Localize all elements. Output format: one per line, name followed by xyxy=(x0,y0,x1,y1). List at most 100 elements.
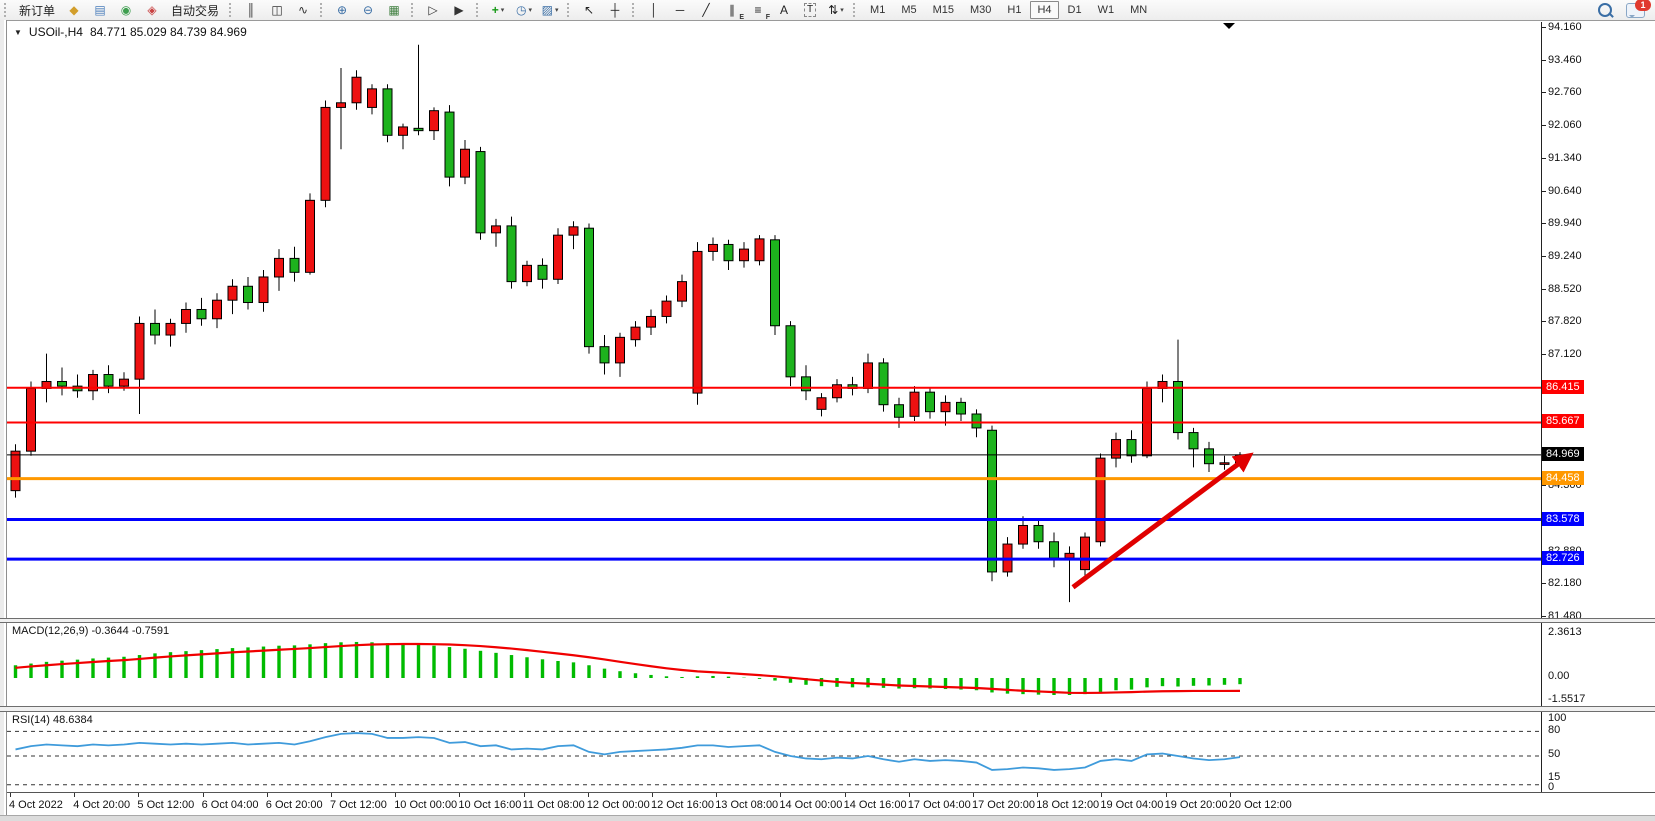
rsi-panel-canvas[interactable] xyxy=(7,711,1541,792)
zoom-in-icon[interactable]: ⊕ xyxy=(330,0,354,20)
price-tick-label: 87.820 xyxy=(1541,315,1582,328)
time-axis[interactable]: 4 Oct 2022 4 Oct 20:00 5 Oct 12:00 6 Oct 04… xyxy=(7,792,1655,816)
dropdown-caret-icon[interactable]: ▾ xyxy=(554,7,559,14)
timeframe-button-w1[interactable]: W1 xyxy=(1097,4,1115,16)
candle-body xyxy=(491,225,501,234)
candle-body xyxy=(88,374,98,392)
candle-body xyxy=(987,429,997,573)
line-chart-icon[interactable]: ∿ xyxy=(291,0,315,20)
timeframe-button-m30[interactable]: M30 xyxy=(970,4,992,16)
timeframe-button-m15[interactable]: M15 xyxy=(932,4,954,16)
toolbar-group: ▷ ▶ xyxy=(420,0,472,20)
arrows-icon[interactable]: ⇅ ▾ xyxy=(824,0,848,20)
candle-body xyxy=(336,102,346,108)
candle-body xyxy=(909,391,920,417)
time-label: 12 Oct 00:00 xyxy=(586,799,650,811)
new-order-button[interactable]: 新订单 xyxy=(19,3,56,18)
time-label: 10 Oct 00:00 xyxy=(394,799,458,811)
timeframe-button-h4[interactable]: H4 xyxy=(1030,1,1059,19)
timeframe-button-mn[interactable]: MN xyxy=(1130,4,1148,16)
crosshair-icon[interactable]: ┼ xyxy=(603,0,627,20)
toolbar-grip xyxy=(567,3,573,17)
candle-body xyxy=(599,346,610,364)
time-label: 18 Oct 12:00 xyxy=(1036,799,1100,811)
equidistant-channel-icon[interactable]: ∥ E xyxy=(729,3,745,21)
toolbar-group: ║ ◫ ∿ xyxy=(238,0,316,20)
candle-body xyxy=(630,326,641,341)
vertical-line-icon[interactable]: │ xyxy=(642,0,666,20)
timeframe-button-m5[interactable]: M5 xyxy=(901,4,917,16)
price-tick-label: 91.340 xyxy=(1541,151,1582,164)
time-label: 4 Oct 2022 xyxy=(9,799,63,811)
toolbar-grip xyxy=(411,3,417,17)
dropdown-caret-icon[interactable]: ▾ xyxy=(528,7,533,14)
search-icon[interactable] xyxy=(1598,3,1612,17)
terminal-window-icon[interactable]: ▤ xyxy=(88,0,112,20)
candle-body xyxy=(522,264,532,283)
chart-profiles-icon[interactable]: ◆ xyxy=(62,0,86,20)
time-label: 13 Oct 08:00 xyxy=(715,799,779,811)
timeframe-button-d1[interactable]: D1 xyxy=(1067,4,1082,16)
candle-body xyxy=(413,127,424,132)
macd-panel-canvas[interactable] xyxy=(7,622,1541,706)
tile-windows-icon[interactable]: ▦ xyxy=(382,0,406,20)
time-tick xyxy=(844,793,846,797)
price-chart-canvas[interactable] xyxy=(7,22,1541,618)
zoom-out-icon[interactable]: ⊖ xyxy=(356,0,380,20)
auto-trading-button[interactable]: 自动交易 xyxy=(171,3,220,18)
candle-body xyxy=(1033,524,1044,543)
period-clock-icon[interactable]: ◷ ▾ xyxy=(512,0,536,20)
text-icon[interactable]: A xyxy=(772,0,796,20)
ohlc-readout: 84.771 85.029 84.739 84.969 xyxy=(89,25,247,39)
candle-body xyxy=(584,227,594,348)
expert-advisor-icon[interactable]: ◈ xyxy=(140,0,164,20)
text-label-icon: T xyxy=(803,3,817,17)
fibonacci-icon: ≡ xyxy=(754,3,762,17)
signals-icon[interactable]: ◉ xyxy=(114,0,138,20)
text-label-icon[interactable]: T xyxy=(798,0,822,20)
candle-body xyxy=(196,308,207,320)
candlestick-chart-icon[interactable]: ◫ xyxy=(265,0,289,20)
chart-shift-icon[interactable]: ▷ xyxy=(421,0,445,20)
template-icon[interactable]: ▨ ▾ xyxy=(538,0,562,20)
toolbar-grip xyxy=(632,3,638,17)
candle-body xyxy=(677,281,687,302)
terminal-window-icon: ▤ xyxy=(94,3,106,17)
candle-body xyxy=(305,199,315,273)
notifications-icon[interactable]: 1 xyxy=(1626,0,1651,18)
price-tick-label: 82.180 xyxy=(1541,577,1582,590)
toolbar-grip xyxy=(320,3,326,17)
cursor-icon[interactable]: ↖ xyxy=(577,0,601,20)
candle-body xyxy=(351,76,362,104)
panel-splitter[interactable] xyxy=(0,618,1655,623)
trend-arrow[interactable] xyxy=(1071,452,1254,590)
rsi-line xyxy=(15,732,1241,771)
macd-signal-line xyxy=(15,642,1241,695)
add-indicator-icon[interactable]: + ▾ xyxy=(486,0,510,20)
trendline-icon[interactable]: ╱ xyxy=(694,0,718,20)
panel-splitter[interactable] xyxy=(0,706,1655,712)
horizontal-line-icon[interactable]: ─ xyxy=(668,0,692,20)
rsi-scale-label: 100 xyxy=(1548,712,1567,724)
fibonacci-icon[interactable]: ≡ F xyxy=(754,3,771,21)
candle-body xyxy=(1080,536,1090,571)
symbol-dropdown-icon[interactable]: ▼ xyxy=(14,27,22,37)
toolbar-right: 1 xyxy=(1598,0,1651,18)
candle-body xyxy=(258,276,269,304)
time-label: 4 Oct 20:00 xyxy=(73,799,131,811)
time-tick xyxy=(459,793,461,797)
arrows-icon: ⇅ xyxy=(828,3,839,17)
timeframe-button-m1[interactable]: M1 xyxy=(870,4,886,16)
bar-chart-icon[interactable]: ║ xyxy=(239,0,263,20)
dropdown-caret-icon[interactable]: ▾ xyxy=(840,7,844,14)
macd-scale-label: 0.00 xyxy=(1548,670,1570,682)
horizontal-line-icon: ─ xyxy=(675,3,685,17)
dropdown-caret-icon[interactable]: ▾ xyxy=(500,7,505,14)
rsi-scale-label: 80 xyxy=(1548,724,1561,736)
candle-body xyxy=(26,387,36,452)
time-tick xyxy=(331,793,332,797)
timeframe-button-h1[interactable]: H1 xyxy=(1007,4,1022,16)
auto-scroll-icon[interactable]: ▶ xyxy=(447,0,471,20)
time-label: 17 Oct 04:00 xyxy=(907,799,971,811)
time-tick xyxy=(908,793,910,797)
